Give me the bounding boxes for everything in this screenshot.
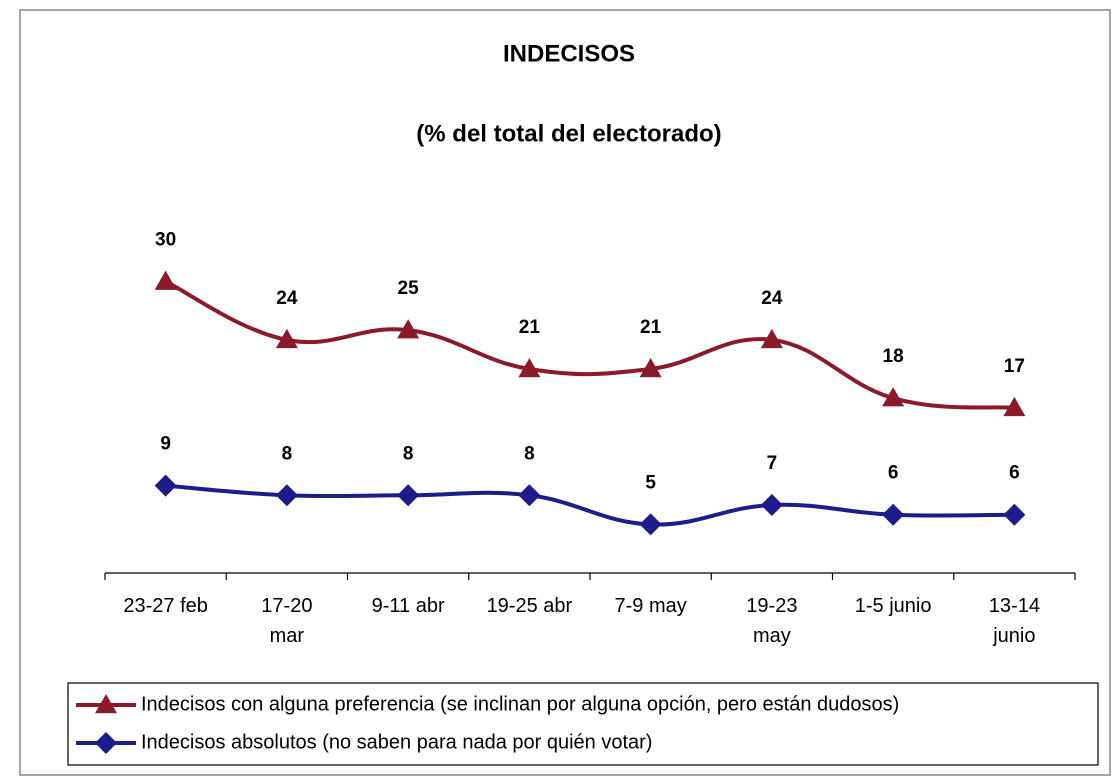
marker <box>760 328 783 349</box>
data-label: 9 <box>160 434 171 455</box>
marker <box>518 358 541 378</box>
marker <box>518 484 541 507</box>
data-label: 30 <box>155 230 176 251</box>
marker <box>1003 396 1026 417</box>
data-label: 25 <box>398 278 420 299</box>
marker <box>882 503 905 526</box>
marker <box>760 494 783 516</box>
x-tick-label: 19-23 may <box>746 595 797 647</box>
data-label: 18 <box>883 346 904 367</box>
legend-label: Indecisos absolutos (no saben para nada … <box>141 731 652 753</box>
data-label: 5 <box>645 472 656 493</box>
x-tick-label: 9-11 abr <box>372 595 445 617</box>
marker <box>95 732 117 754</box>
marker <box>639 513 662 536</box>
chart-title: INDECISOS <box>503 40 635 67</box>
x-tick-label: 23-27 feb <box>123 595 208 617</box>
marker <box>639 358 662 378</box>
data-label: 21 <box>640 317 662 338</box>
x-tick-label: 19-25 abr <box>487 595 573 617</box>
data-label: 8 <box>524 443 535 464</box>
marker <box>95 694 117 714</box>
data-label: 8 <box>403 443 414 464</box>
chart-subtitle: (% del total del electorado) <box>416 120 721 147</box>
x-tick-label: 13-14 junio <box>989 595 1040 647</box>
marker <box>397 319 420 339</box>
data-label: 24 <box>276 288 298 309</box>
data-label: 6 <box>1009 463 1020 484</box>
marker <box>882 387 905 407</box>
marker <box>154 270 177 290</box>
data-label: 24 <box>761 288 783 309</box>
chart-frame <box>19 9 1111 776</box>
data-label: 6 <box>888 463 899 484</box>
legend-box <box>67 682 1099 766</box>
legend-label: Indecisos con alguna preferencia (se inc… <box>141 693 899 715</box>
marker <box>1003 503 1026 526</box>
x-tick-label: 7-9 may <box>615 595 687 617</box>
series-line <box>164 279 1015 410</box>
marker <box>397 484 420 507</box>
data-label: 8 <box>282 443 293 464</box>
marker <box>275 484 298 507</box>
marker <box>275 328 298 349</box>
data-label: 7 <box>767 453 778 474</box>
data-label: 17 <box>1004 356 1025 377</box>
series-line <box>165 483 1015 527</box>
marker <box>154 474 177 497</box>
data-label: 21 <box>519 317 541 338</box>
x-tick-label: 17-20 mar <box>261 595 312 647</box>
x-tick-label: 1-5 junio <box>855 595 932 617</box>
